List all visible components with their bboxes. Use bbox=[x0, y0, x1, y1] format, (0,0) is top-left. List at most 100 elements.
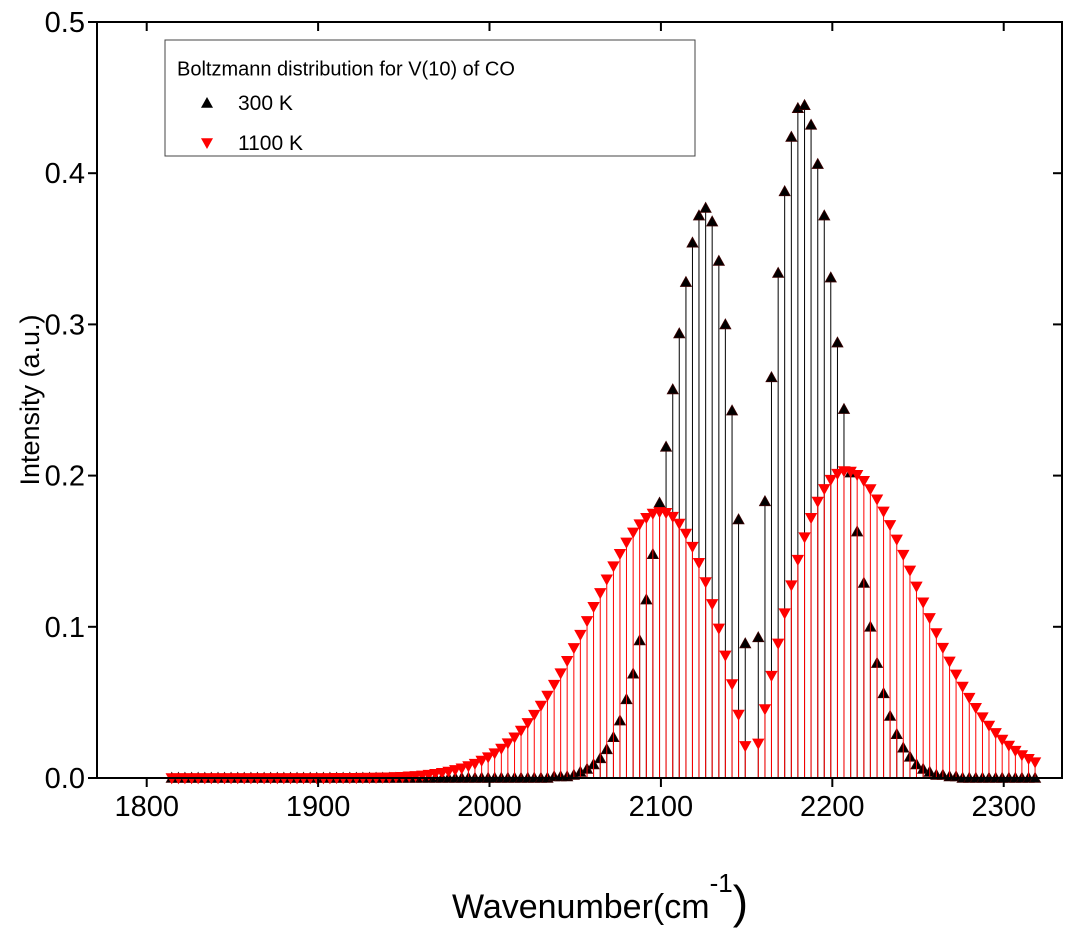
point-marker bbox=[679, 275, 693, 287]
point-marker bbox=[804, 512, 818, 525]
plot-frame bbox=[96, 21, 1063, 779]
point-marker bbox=[837, 402, 851, 414]
point-marker bbox=[850, 470, 864, 482]
series-group bbox=[165, 98, 1042, 783]
point-marker bbox=[739, 741, 752, 753]
point-marker bbox=[903, 565, 917, 577]
point-marker bbox=[547, 679, 561, 692]
point-marker bbox=[613, 548, 627, 561]
point-marker bbox=[488, 748, 501, 760]
point-marker bbox=[811, 157, 824, 169]
y-tick-label: 0.5 bbox=[45, 7, 85, 39]
point-marker bbox=[666, 383, 679, 395]
y-tick-label: 0.4 bbox=[45, 158, 85, 190]
point-marker bbox=[771, 266, 785, 278]
point-marker bbox=[804, 118, 818, 130]
point-marker bbox=[870, 494, 884, 506]
point-marker bbox=[765, 670, 778, 682]
point-marker bbox=[778, 608, 791, 620]
point-marker bbox=[580, 616, 594, 628]
point-marker bbox=[785, 130, 798, 142]
point-marker bbox=[930, 628, 943, 640]
x-tick-label: 2200 bbox=[800, 791, 865, 823]
legend: Boltzmann distribution for V(10) of CO 3… bbox=[164, 39, 696, 157]
point-marker bbox=[686, 236, 699, 248]
point-marker bbox=[646, 508, 660, 520]
point-marker bbox=[712, 254, 726, 266]
point-marker bbox=[521, 718, 534, 730]
point-marker bbox=[567, 643, 581, 655]
point-marker bbox=[481, 752, 495, 764]
x-tick-label: 2000 bbox=[457, 791, 522, 823]
point-marker bbox=[969, 703, 982, 715]
point-marker bbox=[949, 669, 963, 681]
point-marker bbox=[607, 561, 620, 573]
point-marker bbox=[943, 656, 956, 668]
point-marker bbox=[916, 597, 930, 609]
legend-frame bbox=[164, 39, 696, 157]
point-marker bbox=[732, 709, 745, 721]
legend-label: 1100 K bbox=[238, 132, 303, 155]
point-marker bbox=[633, 519, 646, 531]
point-marker bbox=[462, 761, 475, 773]
point-marker bbox=[883, 520, 897, 532]
point-marker bbox=[824, 271, 837, 283]
legend-label: 300 K bbox=[238, 92, 293, 115]
point-marker bbox=[719, 318, 732, 330]
point-marker bbox=[818, 209, 831, 221]
y-axis-label: Intensity (a.u.) bbox=[15, 314, 45, 485]
point-marker bbox=[699, 577, 712, 589]
point-marker bbox=[705, 215, 719, 227]
point-marker bbox=[659, 440, 673, 452]
point-marker bbox=[976, 712, 989, 724]
point-marker bbox=[468, 758, 482, 770]
point-marker bbox=[508, 732, 521, 744]
point-marker bbox=[560, 656, 574, 668]
point-marker bbox=[989, 728, 1002, 740]
point-marker bbox=[831, 468, 844, 480]
point-marker bbox=[818, 484, 831, 496]
series-group bbox=[165, 466, 1042, 785]
point-marker bbox=[739, 637, 752, 649]
point-marker bbox=[725, 404, 739, 416]
point-marker bbox=[963, 692, 976, 705]
point-marker bbox=[640, 512, 653, 525]
point-marker bbox=[831, 336, 844, 348]
legend-marker bbox=[201, 97, 213, 108]
x-tick-label: 1900 bbox=[286, 791, 351, 823]
point-marker bbox=[897, 549, 910, 562]
point-marker bbox=[514, 725, 528, 737]
x-axis-label: Wavenumber(cm-1) bbox=[452, 868, 748, 928]
point-marker bbox=[679, 528, 693, 540]
point-marker bbox=[956, 681, 969, 693]
point-marker bbox=[587, 602, 600, 614]
point-marker bbox=[890, 534, 903, 546]
point-marker bbox=[574, 629, 587, 641]
point-marker bbox=[758, 704, 772, 716]
point-marker bbox=[824, 474, 837, 487]
point-marker bbox=[600, 574, 613, 586]
point-marker bbox=[982, 720, 996, 732]
point-marker bbox=[442, 766, 455, 778]
x-axis-label-close: ) bbox=[733, 876, 748, 928]
point-marker bbox=[857, 475, 871, 488]
x-axis-label-main: Wavenumber(cm bbox=[452, 888, 710, 926]
point-marker bbox=[785, 580, 798, 592]
point-marker bbox=[666, 511, 679, 524]
point-marker bbox=[528, 709, 541, 721]
point-marker bbox=[449, 765, 462, 777]
point-marker bbox=[771, 638, 785, 650]
point-marker bbox=[719, 650, 732, 662]
y-tick-label: 0.2 bbox=[45, 461, 85, 493]
point-marker bbox=[594, 588, 607, 600]
point-marker bbox=[620, 537, 633, 549]
point-marker bbox=[495, 743, 508, 755]
x-tick-label: 1800 bbox=[114, 791, 179, 823]
point-marker bbox=[541, 690, 554, 702]
point-marker bbox=[798, 532, 811, 544]
legend-marker bbox=[201, 138, 213, 149]
point-marker bbox=[910, 581, 923, 593]
point-marker bbox=[534, 700, 548, 712]
